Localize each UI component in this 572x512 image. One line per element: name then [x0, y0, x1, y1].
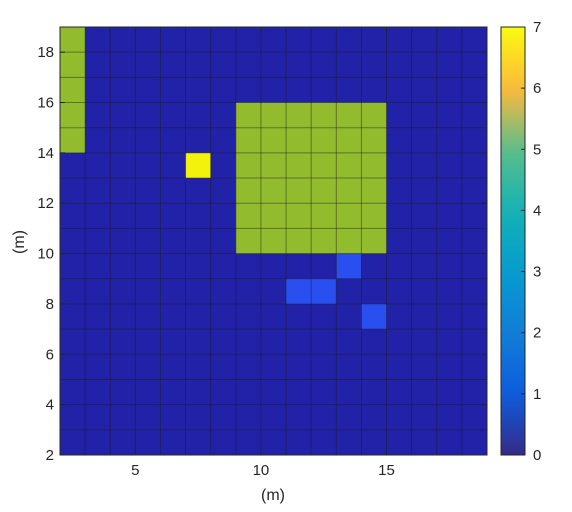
- heatmap-cell-region: [336, 253, 362, 279]
- colorbar-tick-label: 4: [533, 202, 541, 219]
- colorbar-tick-label: 5: [533, 141, 541, 158]
- y-tick-label: 10: [37, 246, 54, 263]
- heatmap-cell-region: [361, 303, 387, 330]
- heatmap-cell-region: [60, 27, 86, 153]
- y-tick-label: 14: [37, 145, 54, 162]
- heatmap-cell-region: [286, 278, 337, 304]
- colorbar-tick-label: 7: [533, 19, 541, 36]
- y-tick-label: 16: [37, 95, 54, 112]
- heatmap-cell-region: [185, 152, 211, 179]
- colorbar-tick-label: 2: [533, 325, 541, 342]
- y-tick-label: 8: [46, 296, 54, 313]
- y-tick-label: 2: [46, 447, 54, 464]
- colorbar: 0 1 2 3 4 5 6 7: [500, 19, 541, 464]
- x-tick-label: 5: [131, 462, 139, 479]
- colorbar-bar: [500, 26, 526, 456]
- colorbar-tick-label: 1: [533, 386, 541, 403]
- y-tick-label: 4: [46, 397, 54, 414]
- colorbar-tick-label: 6: [533, 80, 541, 97]
- colorbar-tick-label: 3: [533, 264, 541, 281]
- plot-frame: [59, 26, 488, 456]
- heatmap-plot-area: [60, 27, 487, 455]
- y-tick-label: 12: [37, 195, 54, 212]
- y-tick-label: 18: [37, 44, 54, 61]
- heatmap-cell-region: [235, 102, 387, 254]
- heatmap-axes: 5 10 15 2 4 6 8 10 12 14 16 18: [37, 26, 488, 479]
- colorbar-tick-label: 0: [533, 447, 541, 464]
- y-tick-label: 6: [46, 346, 54, 363]
- x-axis-label: (m): [261, 487, 285, 504]
- y-axis-label: (m): [11, 230, 28, 254]
- x-tick-label: 15: [378, 462, 395, 479]
- x-tick-label: 10: [253, 462, 270, 479]
